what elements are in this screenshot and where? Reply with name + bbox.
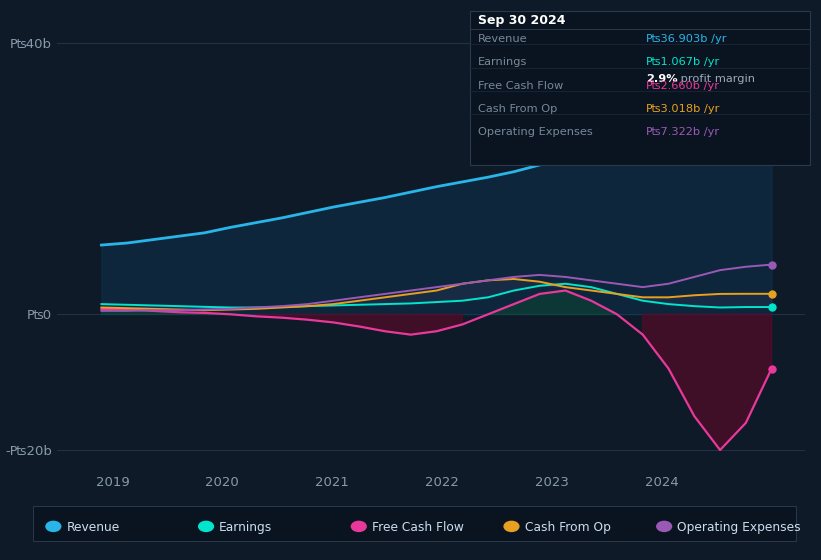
Text: Free Cash Flow: Free Cash Flow (478, 81, 563, 91)
Text: Sep 30 2024: Sep 30 2024 (478, 13, 566, 26)
Text: Earnings: Earnings (219, 521, 273, 534)
Text: profit margin: profit margin (677, 74, 755, 84)
Text: Revenue: Revenue (67, 521, 120, 534)
Text: ₧2.660b /yr: ₧2.660b /yr (646, 81, 719, 91)
Text: ₧3.018b /yr: ₧3.018b /yr (646, 104, 719, 114)
Text: Cash From Op: Cash From Op (478, 104, 557, 114)
Text: Free Cash Flow: Free Cash Flow (372, 521, 464, 534)
Text: ₧1.067b /yr: ₧1.067b /yr (646, 57, 719, 67)
Text: Operating Expenses: Operating Expenses (478, 127, 593, 137)
Text: Revenue: Revenue (478, 34, 527, 44)
Text: Operating Expenses: Operating Expenses (677, 521, 801, 534)
Text: 2.9%: 2.9% (646, 74, 678, 84)
Text: Cash From Op: Cash From Op (525, 521, 611, 534)
Text: Earnings: Earnings (478, 57, 527, 67)
Text: ₧36.903b /yr: ₧36.903b /yr (646, 34, 727, 44)
Text: ₧7.322b /yr: ₧7.322b /yr (646, 127, 719, 137)
